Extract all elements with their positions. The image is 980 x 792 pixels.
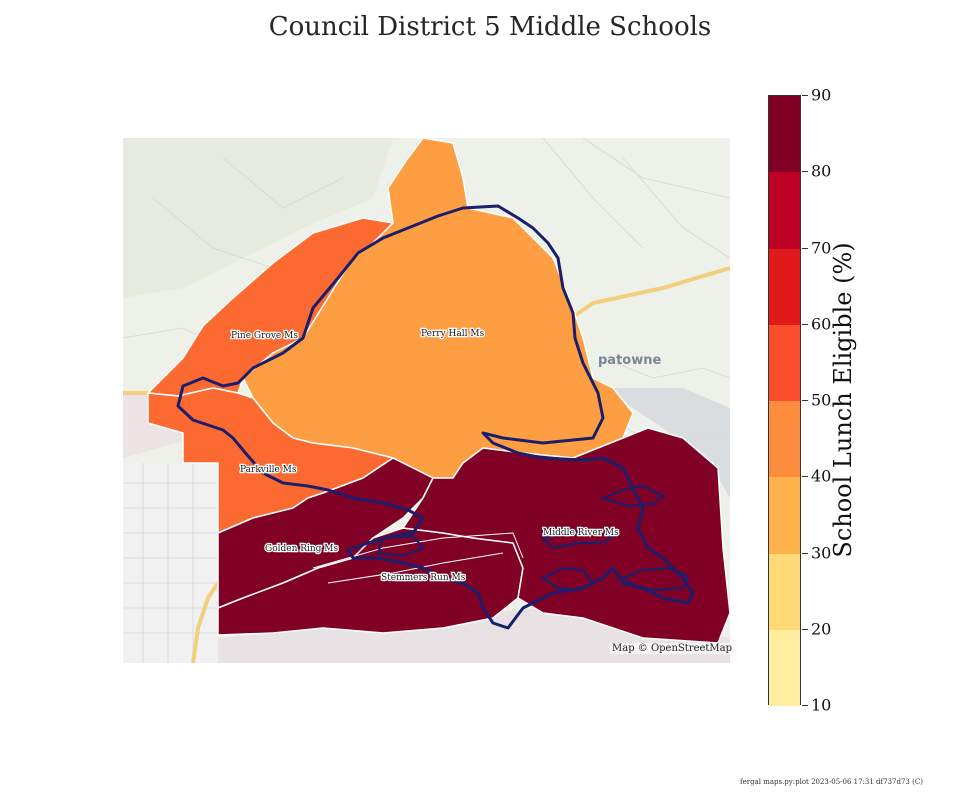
colorbar-tick-label-60: 60 [811,314,832,334]
school-label-parkville: Parkville Ms [240,465,297,475]
colorbar-tick-label-50: 50 [811,390,832,410]
colorbar-tick-90 [802,95,808,96]
colorbar-tick-label-10: 10 [811,695,832,715]
colorbar-tick-10 [802,705,808,706]
basemap-water [603,388,730,498]
colorbar-bin-20 [769,553,800,630]
district-map: patowne sex Pine Grove Ms Perry Hall Ms … [123,138,730,663]
colorbar-tick-label-40: 40 [811,466,832,486]
school-catchments [147,138,730,644]
colorbar-tick-label-30: 30 [811,543,832,562]
colorbar-bin-70 [769,172,800,249]
colorbar-bin-30 [769,477,800,554]
colorbar-bin-50 [769,324,800,401]
colorbar-tick-70 [802,247,808,249]
map-title: Council District 5 Middle Schools [268,12,712,42]
basemap-green-area [123,138,393,298]
map-attribution: Map © OpenStreetMap [610,643,735,654]
colorbar-tick-30 [802,552,808,554]
colorbar-bin-40 [769,401,800,478]
basemap-grid-area [123,463,218,663]
colorbar-tick-20 [802,628,808,630]
colorbar-label: School Lunch Eligible (%) [829,242,857,558]
colorbar-bin-80 [769,96,800,173]
colorbar-tick-60 [802,323,808,325]
colorbar-bin-60 [769,248,800,325]
footer-stamp: fergal maps.py:plot 2023-05-06 17:31 df7… [740,778,923,786]
town-label-0: patowne [598,353,661,368]
colorbar-tick-label-80: 80 [811,161,832,181]
colorbar-bin-10 [769,629,800,706]
colorbar-tick-50 [802,400,808,401]
school-label-golden-ring: Golden Ring Ms [265,544,339,554]
school-labels: Pine Grove Ms Perry Hall Ms Parkville Ms… [230,328,621,585]
district-5-outline [176,204,695,630]
colorbar-tick-label-90: 90 [811,85,832,105]
school-label-pine-grove: Pine Grove Ms [231,331,298,341]
colorbar-tick-40 [802,476,808,478]
colorbar-tick-80 [802,171,808,173]
colorbar-tick-label-20: 20 [811,619,832,639]
school-label-perry-hall: Perry Hall Ms [421,329,485,339]
colorbar [768,95,801,706]
colorbar-tick-label-70: 70 [811,238,832,257]
district-shoreline-inlets [376,484,690,592]
school-label-stemmers-run: Stemmers Run Ms [381,573,466,583]
school-label-middle-river: Middle River Ms [543,528,619,538]
